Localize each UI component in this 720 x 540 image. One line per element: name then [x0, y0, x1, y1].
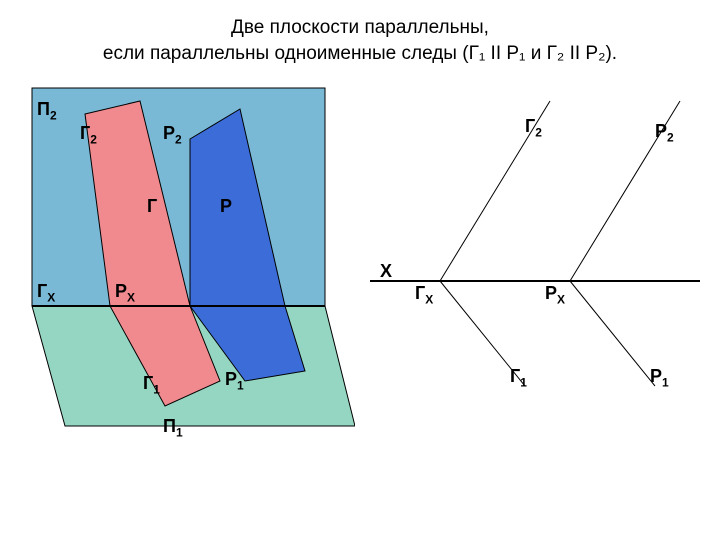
label-G1: Г1: [143, 373, 160, 397]
title-line2: если параллельны одноименные следы (Г₁ I…: [103, 43, 617, 64]
label-G2: Г2: [525, 116, 542, 140]
title-text: Две плоскости параллельны, если параллел…: [15, 15, 705, 66]
right-2d-diagram: Г2 Р2 X ГX РX Г1 Р1: [370, 81, 700, 441]
label-R1: Р1: [225, 369, 244, 393]
left-svg: [15, 81, 355, 441]
label-G1: Г1: [510, 366, 527, 390]
label-P1_plane: П1: [163, 416, 183, 440]
label-G: Г: [147, 196, 157, 217]
label-X: X: [380, 261, 392, 282]
label-Rx: РX: [115, 281, 135, 305]
label-P2_plane: П2: [37, 99, 57, 123]
diagrams-row: П2 Г2 Р2 Г Р ГX РX Г1 Р1 П1 Г2 Р2 X ГX РX Г1 Р1: [15, 81, 705, 441]
label-R: Р: [220, 196, 232, 217]
label-Rx: РX: [545, 283, 565, 307]
label-R2: Р2: [163, 123, 182, 147]
label-Gx: ГX: [37, 281, 55, 305]
label-G2: Г2: [80, 123, 97, 147]
left-3d-diagram: П2 Г2 Р2 Г Р ГX РX Г1 Р1 П1: [15, 81, 355, 441]
label-R2: Р2: [655, 121, 674, 145]
label-R1: Р1: [650, 366, 669, 390]
label-Gx: ГX: [415, 283, 433, 307]
title-line1: Две плоскости параллельны,: [231, 17, 489, 38]
